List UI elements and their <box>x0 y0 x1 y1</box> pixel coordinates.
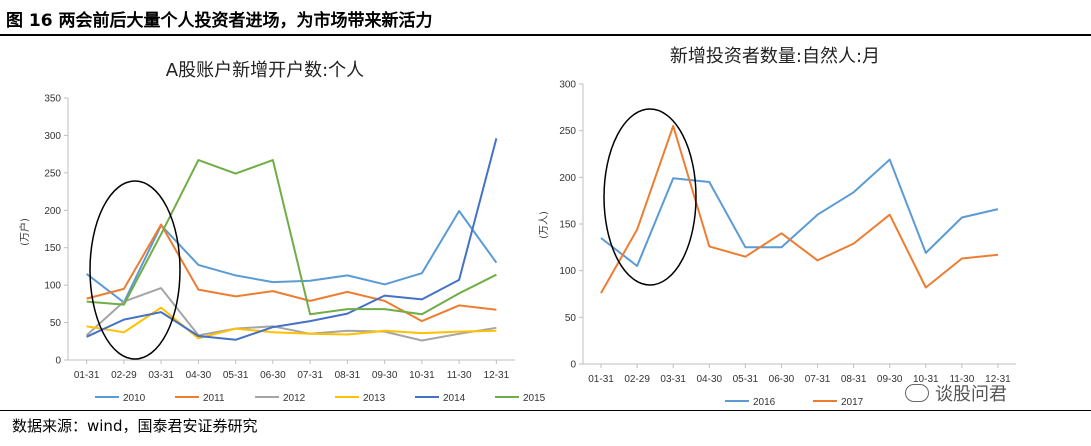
bottom-rule <box>0 410 1091 411</box>
watermark-text: 谈股问君 <box>935 384 1007 405</box>
chart-1-y-tick-label: 0 <box>55 356 61 367</box>
chart-2-y-label: (万人) <box>538 211 550 239</box>
chart-2-x-tick-label: 04-30 <box>697 374 723 385</box>
chart-1-series-2012-line <box>85 287 497 342</box>
chart-1-x-tick-label: 05-31 <box>223 370 249 381</box>
chart-1-y-tick-label: 100 <box>44 281 61 292</box>
chart-2-series-2016-line <box>600 158 999 267</box>
chart-2-x-tick-label: 03-31 <box>660 374 686 385</box>
figure-title: 图 16 两会前后大量个人投资者进场，为市场带来新活力 <box>6 11 433 31</box>
chart-2-x-tick-label: 10-31 <box>913 374 939 385</box>
chart-1-legend-label-2013: 2013 <box>363 393 386 404</box>
chart-1-legend-label-2011: 2011 <box>203 393 225 404</box>
chart-2-y-tick-label: 100 <box>559 266 576 277</box>
chart-1-x-tick-label: 07-31 <box>297 370 323 381</box>
chart-2-series-2017-line <box>600 125 999 294</box>
chart-1-y-label: (万户) <box>18 218 31 246</box>
chart-1-x-tick-label: 11-30 <box>447 370 472 381</box>
chart-1-y-tick-label: 200 <box>44 206 61 217</box>
chart-2-y-tick-label: 0 <box>570 360 576 371</box>
chart-1-y-tick-label: 350 <box>44 94 61 105</box>
chart-1-legend-label-2014: 2014 <box>443 393 466 404</box>
chart-1-legend-label-2012: 2012 <box>283 393 306 404</box>
chart-2-highlight-ellipse <box>603 108 697 286</box>
chart-2-y-tick-label: 50 <box>565 313 577 324</box>
chart-1-x-tick-label: 04-30 <box>186 370 212 381</box>
chart-1-series-2015-line <box>86 159 497 316</box>
chart-1-series-2011-line <box>86 223 497 323</box>
watermark: 谈股问君 <box>905 380 1007 406</box>
chart-1-series-2013-line <box>86 306 497 340</box>
chart-2-y-tick-label: 300 <box>559 80 576 91</box>
chart-1-highlight-ellipse <box>89 180 181 360</box>
chart-1-series-2010-line <box>85 210 498 304</box>
chart-1-x-tick-label: 06-30 <box>260 370 286 381</box>
chart-1-x-tick-label: 03-31 <box>148 370 174 381</box>
chart-2-y-tick-label: 250 <box>559 126 576 137</box>
chart-2-x-tick-label: 06-30 <box>769 374 795 385</box>
chart-1-y-tick-label: 150 <box>44 243 61 254</box>
source-note: 数据来源：wind，国泰君安证券研究 <box>12 417 258 435</box>
chart-1-x-tick-label: 10-31 <box>409 370 435 381</box>
chart-1-title: A股账户新增开户数:个人 <box>166 60 364 81</box>
chart-2-x-tick-label: 05-31 <box>733 374 759 385</box>
chart-1-x-tick-label: 12-31 <box>484 370 510 381</box>
chart-2-y-tick-label: 200 <box>559 173 576 184</box>
chart-2-x-tick-label: 02-29 <box>624 374 650 385</box>
chart-2-legend-label-2016: 2016 <box>753 397 776 408</box>
chart-1-x-tick-label: 08-31 <box>335 370 361 381</box>
chart-1-y-tick-label: 50 <box>50 318 62 329</box>
chart-1-x-tick-label: 09-30 <box>372 370 398 381</box>
chart-1-y-tick-label: 250 <box>44 168 61 179</box>
chart-2-x-tick-label: 07-31 <box>805 374 831 385</box>
chart-2-title: 新增投资者数量:自然人:月 <box>670 46 880 67</box>
chart-2-x-tick-label: 01-31 <box>588 374 614 385</box>
chart-2-x-tick-label: 09-30 <box>877 374 903 385</box>
chart-2-x-tick-label: 08-31 <box>841 374 867 385</box>
chart-2-y-tick-label: 150 <box>559 220 576 231</box>
chart-2-x-tick-label: 12-31 <box>985 374 1011 385</box>
chart-1-legend-label-2010: 2010 <box>123 393 146 404</box>
top-rule <box>0 34 1091 36</box>
chart-1-x-tick-label: 02-29 <box>111 370 137 381</box>
wechat-icon <box>905 384 929 402</box>
chart-1-y-tick-label: 300 <box>44 131 61 142</box>
chart-1-series-2014-line <box>86 138 498 341</box>
chart-2-legend-label-2017: 2017 <box>841 397 864 408</box>
chart-2-x-tick-label: 11-30 <box>949 374 974 385</box>
chart-1-legend-label-2015: 2015 <box>523 393 546 404</box>
chart-1-x-tick-label: 01-31 <box>74 370 100 381</box>
